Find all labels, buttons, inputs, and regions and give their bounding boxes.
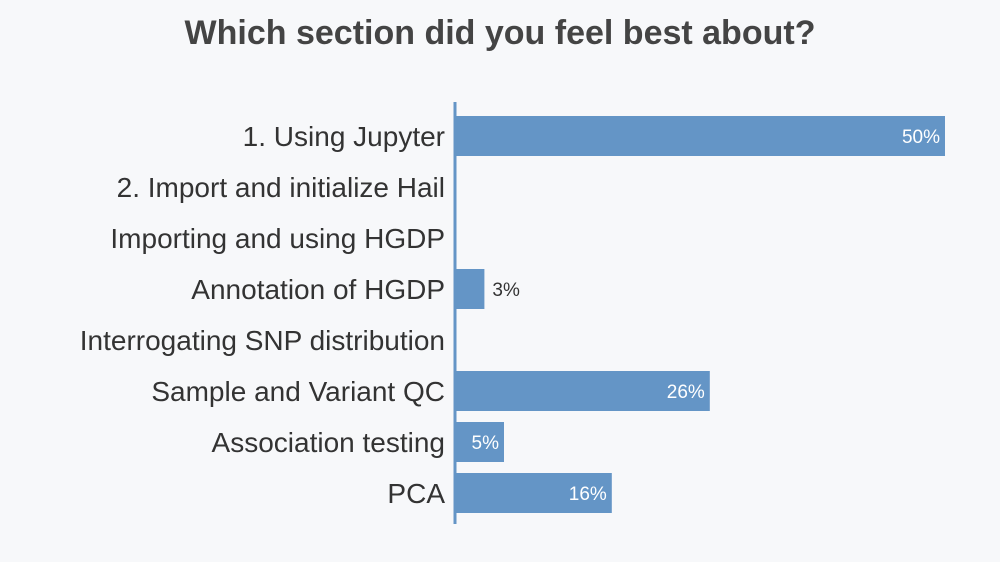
category-label: 1. Using Jupyter: [243, 121, 445, 152]
category-label: Sample and Variant QC: [151, 376, 445, 407]
category-label: 2. Import and initialize Hail: [117, 172, 445, 203]
bar: [455, 371, 710, 411]
value-label: 16%: [569, 484, 607, 505]
chart-title: Which section did you feel best about?: [184, 14, 816, 52]
value-label: 50%: [902, 127, 940, 148]
category-label: Importing and using HGDP: [110, 223, 445, 254]
category-label: PCA: [387, 478, 445, 509]
value-label: 26%: [667, 382, 705, 403]
bar: [455, 269, 485, 309]
bar: [455, 473, 612, 513]
category-label: Association testing: [212, 427, 445, 458]
category-label: Annotation of HGDP: [191, 274, 445, 305]
bar: [455, 116, 945, 156]
bars-layer: 50% 3% 26% 5% 16%: [455, 116, 945, 513]
category-labels: 1. Using Jupyter 2. Import and initialize…: [80, 121, 446, 509]
category-label: Interrogating SNP distribution: [80, 325, 445, 356]
bar: [455, 422, 504, 462]
value-label: 5%: [472, 433, 500, 454]
value-label: 3%: [492, 280, 520, 301]
